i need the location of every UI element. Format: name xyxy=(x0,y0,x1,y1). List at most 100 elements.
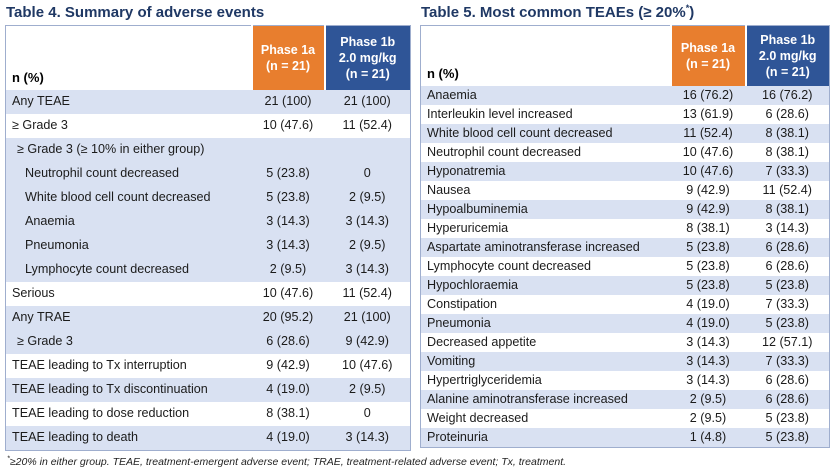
row-label: Weight decreased xyxy=(427,410,529,425)
table-row: Constipation 4 (19.0) 7 (33.3) xyxy=(421,295,830,314)
table-row: Anaemia 3 (14.3) 3 (14.3) xyxy=(5,210,411,234)
table-row: Any TRAE 20 (95.2) 21 (100) xyxy=(5,306,411,330)
phase1a-value: 4 (19.0) xyxy=(251,426,325,451)
row-label: ≥ Grade 3 xyxy=(12,118,68,133)
row-label: Serious xyxy=(12,286,55,301)
phase1a-value: 8 (38.1) xyxy=(686,220,730,235)
table-row: Hypoalbuminemia 9 (42.9) 8 (38.1) xyxy=(420,200,830,219)
table-row: Aspartate aminotransferase increased 5 (2… xyxy=(420,238,830,257)
footnote-asterisk: * xyxy=(7,453,10,463)
table5-body: Anaemia 16 (76.2) 16 (76.2) Interleukin lev… xyxy=(420,86,830,448)
phase1a-value: 3 (14.3) xyxy=(686,372,730,387)
phase1b-value: 7 (33.3) xyxy=(745,162,830,181)
table-row: Hypochloraemia 5 (23.8) 5 (23.8) xyxy=(420,276,830,295)
table-row: Vomiting 3 (14.3) 7 (33.3) xyxy=(420,352,830,371)
phase1b-value: 6 (28.6) xyxy=(765,372,809,387)
row-label: TEAE leading to Tx interruption xyxy=(12,358,187,373)
table-row: TEAE leading to Tx discontinuation 4 (19.… xyxy=(5,378,411,402)
phase1a-value: 16 (76.2) xyxy=(670,86,746,105)
phase1a-value: 5 (23.8) xyxy=(670,238,746,257)
phase1a-value: 4 (19.0) xyxy=(686,296,730,311)
phase1b-value: 3 (14.3) xyxy=(324,210,411,234)
row-label: Hyponatremia xyxy=(420,162,671,181)
table-row: Any TEAE 21 (100) 21 (100) xyxy=(5,90,411,114)
row-label: Pneumonia xyxy=(5,234,252,258)
phase1b-value: 2 (9.5) xyxy=(324,186,411,210)
table-row: Pneumonia 3 (14.3) 2 (9.5) xyxy=(5,234,411,258)
phase1a-value: 3 (14.3) xyxy=(251,210,325,234)
table-row: Weight decreased 2 (9.5) 5 (23.8) xyxy=(421,409,830,428)
phase1a-value: 5 (23.8) xyxy=(251,162,325,186)
phase1a-value: 1 (4.8) xyxy=(670,428,746,448)
phase1b-value: 3 (14.3) xyxy=(765,220,809,235)
phase1b-value: 0 xyxy=(363,406,371,421)
row-label: Aspartate aminotransferase increased xyxy=(420,238,671,257)
phase1b-value: 16 (76.2) xyxy=(745,86,830,105)
table5-section: Table 5. Most common TEAEs (≥ 20%*) n (%… xyxy=(420,4,830,451)
row-label: Neutrophil count decreased xyxy=(5,162,252,186)
phase1b-value: 6 (28.6) xyxy=(745,238,830,257)
phase1b-value: 11 (52.4) xyxy=(342,286,392,301)
table4-header-row: n (%) Phase 1a (n = 21) Phase 1b 2.0 mg/… xyxy=(5,25,411,90)
table-row: TEAE leading to death 4 (19.0) 3 (14.3) xyxy=(5,426,411,451)
phase1a-value: 21 (100) xyxy=(251,90,325,114)
phase1a-value: 3 (14.3) xyxy=(251,234,325,258)
table5-header-phase1b: Phase 1b 2.0 mg/kg (n = 21) xyxy=(744,25,830,86)
phase1a-value: 20 (95.2) xyxy=(251,306,325,330)
table4-title: Table 4. Summary of adverse events xyxy=(6,4,410,21)
phase1b-value: 10 (47.6) xyxy=(342,358,393,373)
table-row: White blood cell count decreased 11 (52.4… xyxy=(420,124,830,143)
row-label: Hypoalbuminemia xyxy=(420,200,671,219)
table-row: ≥ Grade 3 10 (47.6) 11 (52.4) xyxy=(6,114,411,138)
table5-title: Table 5. Most common TEAEs (≥ 20%*) xyxy=(421,4,829,22)
row-label: TEAE leading to dose reduction xyxy=(12,406,190,421)
row-label: Constipation xyxy=(427,296,498,311)
row-label: Any TRAE xyxy=(5,306,252,330)
phase1b-value: 7 (33.3) xyxy=(745,352,830,371)
row-label: Lymphocyte count decreased xyxy=(427,258,592,273)
phase1b-value: 3 (14.3) xyxy=(324,426,411,451)
row-label: White blood cell count decreased xyxy=(420,124,671,143)
phase1b-value: 9 (42.9) xyxy=(324,330,411,354)
table4-header-phase1b: Phase 1b 2.0 mg/kg (n = 21) xyxy=(323,25,411,90)
phase1b-value: 2 (9.5) xyxy=(324,234,411,258)
table-row: TEAE leading to dose reduction 8 (38.1) 0 xyxy=(6,402,411,426)
row-label: Neutrophil count decreased xyxy=(427,144,582,159)
table-row: Neutrophil count decreased 5 (23.8) 0 xyxy=(5,162,411,186)
row-label: Decreased appetite xyxy=(427,334,537,349)
tables-row: Table 4. Summary of adverse events n (%)… xyxy=(5,4,830,451)
row-label: Alanine aminotransferase increased xyxy=(420,390,671,409)
phase1a-value: 10 (47.6) xyxy=(670,162,746,181)
phase1a-value: 3 (14.3) xyxy=(670,352,746,371)
phase1a-value: 6 (28.6) xyxy=(251,330,325,354)
phase1a-value: 5 (23.8) xyxy=(686,258,730,273)
row-label: Anaemia xyxy=(5,210,252,234)
phase1b-value: 11 (52.4) xyxy=(342,118,392,133)
phase1b-value: 21 (100) xyxy=(324,90,411,114)
phase1b-value: 21 (100) xyxy=(324,306,411,330)
row-label: ≥ Grade 3 (≥ 10% in either group) xyxy=(5,138,252,162)
phase1b-value: 6 (28.6) xyxy=(765,106,809,121)
phase1a-value: 5 (23.8) xyxy=(670,276,746,295)
table-row: Pneumonia 4 (19.0) 5 (23.8) xyxy=(420,314,830,333)
phase1b-value: 5 (23.8) xyxy=(745,428,830,448)
phase1a-value: 4 (19.0) xyxy=(251,378,325,402)
phase1a-value: 2 (9.5) xyxy=(251,258,325,282)
phase1b-value: 8 (38.1) xyxy=(745,124,830,143)
table-row: White blood cell count decreased 5 (23.8)… xyxy=(5,186,411,210)
table-row: Lymphocyte count decreased 2 (9.5) 3 (14.3… xyxy=(5,258,411,282)
phase1b-value: 12 (57.1) xyxy=(762,334,813,349)
table-row: Nausea 9 (42.9) 11 (52.4) xyxy=(421,181,830,200)
table4-section: Table 4. Summary of adverse events n (%)… xyxy=(5,4,411,451)
phase1b-value: 5 (23.8) xyxy=(745,276,830,295)
row-label: Vomiting xyxy=(420,352,671,371)
phase1b-value: 5 (23.8) xyxy=(765,410,809,425)
table-row: Hyponatremia 10 (47.6) 7 (33.3) xyxy=(420,162,830,181)
footnote: *≥20% in either group. TEAE, treatment-e… xyxy=(7,453,831,468)
phase1a-value: 3 (14.3) xyxy=(686,334,730,349)
phase1b-value: 3 (14.3) xyxy=(324,258,411,282)
phase1a-value: 9 (42.9) xyxy=(686,182,730,197)
phase1b-value: 8 (38.1) xyxy=(765,144,809,159)
phase1a-value: 2 (9.5) xyxy=(689,410,727,425)
